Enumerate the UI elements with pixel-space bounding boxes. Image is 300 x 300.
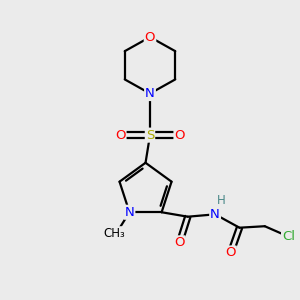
Text: O: O: [174, 236, 185, 249]
Text: O: O: [115, 129, 125, 142]
Text: N: N: [124, 206, 134, 219]
Text: N: N: [145, 87, 155, 100]
Text: O: O: [225, 247, 236, 260]
Text: O: O: [145, 31, 155, 44]
Text: O: O: [175, 129, 185, 142]
Text: Cl: Cl: [282, 230, 295, 243]
Text: H: H: [217, 194, 226, 208]
Text: N: N: [210, 208, 220, 221]
Text: S: S: [146, 129, 154, 142]
Text: CH₃: CH₃: [104, 227, 125, 240]
